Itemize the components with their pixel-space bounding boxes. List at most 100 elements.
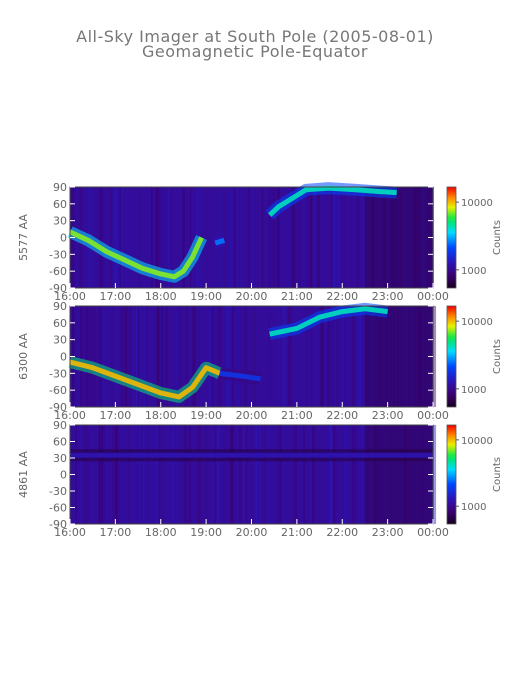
heatmap-streak [139, 306, 141, 407]
heatmap-streak [126, 187, 129, 288]
y-tick-label: -90 [49, 518, 67, 531]
heatmap-streak [98, 187, 103, 288]
heatmap-streak [82, 306, 84, 407]
heatmap-streak [268, 187, 271, 288]
heatmap-streak [271, 187, 274, 288]
heatmap-streak [240, 306, 242, 407]
heatmap-streak [309, 425, 311, 524]
heatmap-streak [99, 187, 101, 288]
colorbar-tick-label: 1000 [461, 385, 486, 396]
heatmap-streak [352, 306, 354, 407]
x-tick-label: 17:00 [100, 526, 132, 539]
heatmap-streak [182, 187, 185, 288]
heatmap-streak [158, 187, 161, 288]
heatmap-streak [78, 425, 80, 524]
heatmap-streak [134, 425, 137, 524]
heatmap-streak [131, 425, 133, 524]
heatmap-streak [185, 306, 188, 407]
heatmap-streak [268, 306, 271, 407]
heatmap-streak [240, 306, 242, 407]
heatmap-streak [229, 306, 231, 407]
heatmap-streak [112, 425, 114, 524]
heatmap-streak [100, 187, 103, 288]
heatmap-streak [99, 425, 102, 524]
heatmap-streak [102, 306, 106, 407]
heatmap-streak [231, 306, 234, 407]
heatmap-streak [360, 425, 364, 524]
x-tick-label: 17:00 [100, 290, 132, 303]
heatmap-streak [100, 187, 102, 288]
heatmap-streak [197, 425, 200, 524]
heatmap-streak [333, 425, 335, 524]
heatmap-streak [119, 187, 121, 288]
heatmap-streak [303, 425, 305, 524]
heatmap-streak [338, 187, 340, 288]
aurora-arc [68, 229, 204, 280]
heatmap-streak [309, 187, 312, 288]
heatmap-streak [133, 306, 136, 407]
heatmap-streak [101, 187, 103, 288]
heatmap-streak [156, 306, 160, 407]
heatmap-streak [261, 187, 264, 288]
heatmap-streak [310, 306, 313, 407]
heatmap-streak [233, 187, 235, 288]
heatmap-streak [128, 425, 130, 524]
heatmap-streak [342, 306, 345, 407]
x-tick-label: 20:00 [236, 409, 268, 422]
heatmap-streak [125, 425, 127, 524]
heatmap-streak [235, 306, 238, 407]
heatmap-streak [278, 425, 280, 524]
heatmap-streak [322, 306, 324, 407]
x-tick-label: 19:00 [190, 409, 222, 422]
heatmap-streak [358, 306, 360, 407]
heatmap-streak [293, 425, 298, 524]
y-tick-label: 0 [60, 351, 67, 364]
heatmap-streak [153, 187, 156, 288]
heatmap-streak [258, 425, 262, 524]
x-tick-label: 00:00 [417, 526, 449, 539]
heatmap-streak [100, 306, 102, 407]
heatmap-streak [122, 425, 126, 524]
heatmap-streak [114, 306, 118, 407]
heatmap-streak [276, 187, 281, 288]
heatmap-streak [103, 425, 105, 524]
heatmap-streak [343, 306, 346, 407]
heatmap-streak [344, 425, 348, 524]
heatmap-streak [111, 306, 115, 407]
heatmap-streak [255, 425, 258, 524]
x-tick-label: 23:00 [372, 409, 404, 422]
heatmap-streak [351, 425, 353, 524]
heatmap-streak [211, 306, 214, 407]
heatmap-streak [102, 425, 106, 524]
heatmap-streak [122, 425, 126, 524]
heatmap-streak [177, 425, 179, 524]
heatmap-streak [85, 306, 89, 407]
heatmap-streak [77, 425, 79, 524]
heatmap-streak [127, 187, 131, 288]
heatmap-streak [109, 187, 112, 288]
heatmap-streak [237, 187, 240, 288]
y-tick-label: 60 [53, 317, 67, 330]
aurora-arc [267, 185, 397, 217]
heatmap-streak [327, 306, 330, 407]
heatmap-streak [279, 425, 283, 524]
heatmap-streak [116, 425, 119, 524]
heatmap-streak [357, 306, 362, 407]
heatmap-streak [288, 187, 291, 288]
y-tick-label: -90 [49, 401, 67, 414]
heatmap-streak [308, 187, 310, 288]
heatmap-streak [227, 306, 229, 407]
heatmap-streak [102, 187, 104, 288]
heatmap-streak [116, 187, 119, 288]
heatmap-streak [276, 425, 278, 524]
colorbar-label: Counts [492, 457, 503, 492]
heatmap-streak [268, 425, 269, 524]
heatmap-streak [344, 425, 347, 524]
heatmap-streak [80, 306, 84, 407]
heatmap-streak [135, 306, 139, 407]
heatmap-streak [97, 425, 99, 524]
heatmap-streak [224, 425, 228, 524]
colorbar-tick-label: 10000 [461, 436, 493, 447]
